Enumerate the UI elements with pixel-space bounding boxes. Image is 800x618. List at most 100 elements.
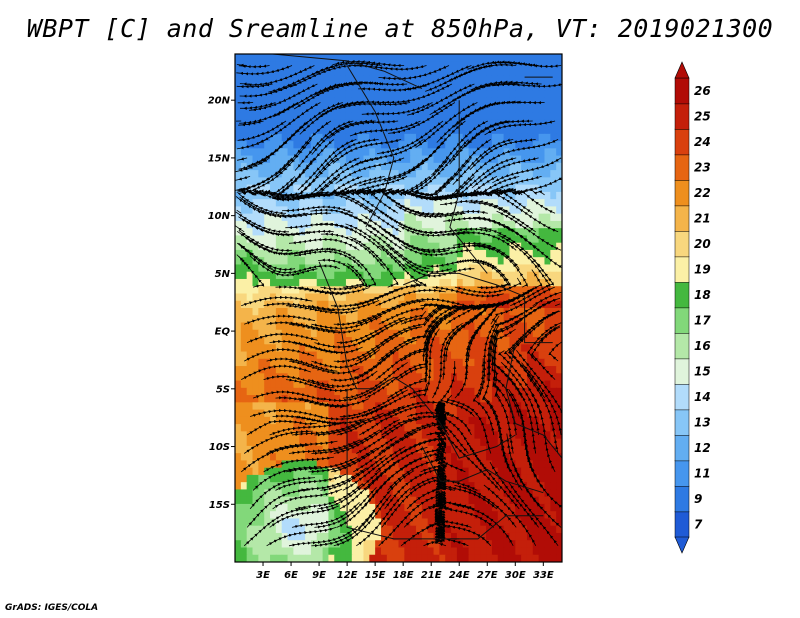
wbpt-cell: [375, 148, 382, 157]
wbpt-cell: [556, 308, 562, 316]
wbpt-cell: [526, 358, 534, 367]
wbpt-cell: [550, 54, 557, 62]
wbpt-cell: [404, 162, 411, 171]
wbpt-cell: [375, 54, 382, 62]
wbpt-cell: [445, 104, 452, 113]
wbpt-cell: [235, 61, 242, 70]
wbpt-cell: [357, 235, 365, 244]
wbpt-cell: [310, 162, 318, 171]
wbpt-cell: [340, 293, 347, 302]
wbpt-cell: [491, 133, 499, 142]
wbpt-cell: [380, 438, 388, 447]
wbpt-cell: [521, 344, 528, 353]
wbpt-cell: [521, 90, 528, 99]
wbpt-cell: [246, 503, 254, 512]
wbpt-cell: [515, 496, 522, 505]
wbpt-cell: [240, 540, 248, 549]
wbpt-cell: [252, 380, 259, 389]
wbpt-cell: [468, 75, 476, 84]
wbpt-cell: [252, 322, 259, 331]
wbpt-cell: [340, 358, 347, 367]
wbpt-cell: [316, 278, 324, 287]
wbpt-cell: [264, 75, 271, 84]
wbpt-cell: [550, 126, 557, 135]
wbpt-cell: [270, 206, 277, 215]
wbpt-cell: [287, 344, 294, 353]
wbpt-cell: [351, 540, 359, 549]
wbpt-cell: [509, 438, 516, 447]
wbpt-cell: [305, 242, 312, 251]
wbpt-cell: [386, 467, 394, 476]
wbpt-cell: [235, 373, 242, 382]
wbpt-cell: [369, 133, 376, 142]
wbpt-cell: [497, 532, 505, 541]
wbpt-cell: [363, 54, 370, 62]
wbpt-cell: [299, 257, 306, 266]
wbpt-cell: [468, 54, 476, 62]
wbpt-cell: [293, 199, 300, 207]
wbpt-cell: [392, 104, 400, 113]
wbpt-cell: [375, 155, 382, 164]
wbpt-cell: [410, 547, 417, 556]
wbpt-cell: [375, 286, 382, 295]
wbpt-cell: [462, 395, 470, 403]
wbpt-cell: [369, 554, 376, 562]
wbpt-cell: [252, 54, 259, 62]
wbpt-cell: [398, 133, 405, 142]
wbpt-cell: [322, 170, 330, 178]
wbpt-cell: [275, 380, 283, 389]
wbpt-cell: [281, 438, 289, 447]
wbpt-cell: [334, 387, 341, 396]
wbpt-cell: [258, 532, 265, 541]
wbpt-cell: [281, 300, 289, 309]
wbpt-cell: [316, 271, 324, 280]
wbpt-cell: [287, 547, 294, 556]
wbpt-cell: [235, 68, 242, 77]
wbpt-cell: [246, 286, 254, 295]
wbpt-cell: [310, 329, 318, 338]
wbpt-cell: [357, 206, 365, 215]
wbpt-cell: [264, 547, 271, 556]
wbpt-cell: [480, 293, 487, 302]
wbpt-cell: [392, 518, 400, 527]
wbpt-cell: [235, 257, 242, 266]
wbpt-cell: [270, 547, 277, 556]
streamline: [489, 60, 562, 69]
wbpt-cell: [468, 278, 476, 287]
wbpt-cell: [556, 438, 562, 447]
wbpt-cell: [515, 438, 522, 447]
wbpt-cell: [240, 271, 248, 280]
wbpt-cell: [246, 554, 254, 562]
wbpt-cell: [398, 547, 405, 556]
wbpt-cell: [550, 75, 557, 84]
wbpt-cell: [240, 438, 248, 447]
wbpt-cell: [451, 83, 458, 91]
wbpt-cell: [550, 119, 557, 128]
wbpt-cell: [515, 511, 522, 520]
wbpt-cell: [468, 532, 476, 541]
wbpt-cell: [550, 148, 557, 157]
wbpt-cell: [235, 112, 242, 120]
wbpt-cell: [556, 133, 562, 142]
wbpt-cell: [451, 249, 458, 258]
wbpt-cell: [375, 162, 382, 171]
wbpt-cell: [392, 126, 400, 135]
x-tick-label: 9E: [312, 570, 326, 581]
wbpt-cell: [421, 409, 429, 418]
wbpt-cell: [544, 351, 551, 360]
wbpt-cell: [386, 358, 394, 367]
wbpt-cell: [264, 554, 271, 562]
wbpt-cell: [398, 119, 405, 128]
wbpt-cell: [275, 235, 283, 244]
wbpt-cell: [252, 293, 259, 302]
wbpt-cell: [235, 264, 242, 273]
wbpt-cell: [526, 54, 534, 62]
wbpt-cell: [497, 409, 505, 418]
wbpt-cell: [258, 431, 265, 440]
wbpt-cell: [235, 467, 242, 476]
wbpt-cell: [264, 402, 271, 411]
wbpt-cell: [445, 278, 452, 287]
wbpt-cell: [416, 68, 423, 77]
wbpt-cell: [380, 104, 388, 113]
wbpt-cell: [235, 438, 242, 447]
